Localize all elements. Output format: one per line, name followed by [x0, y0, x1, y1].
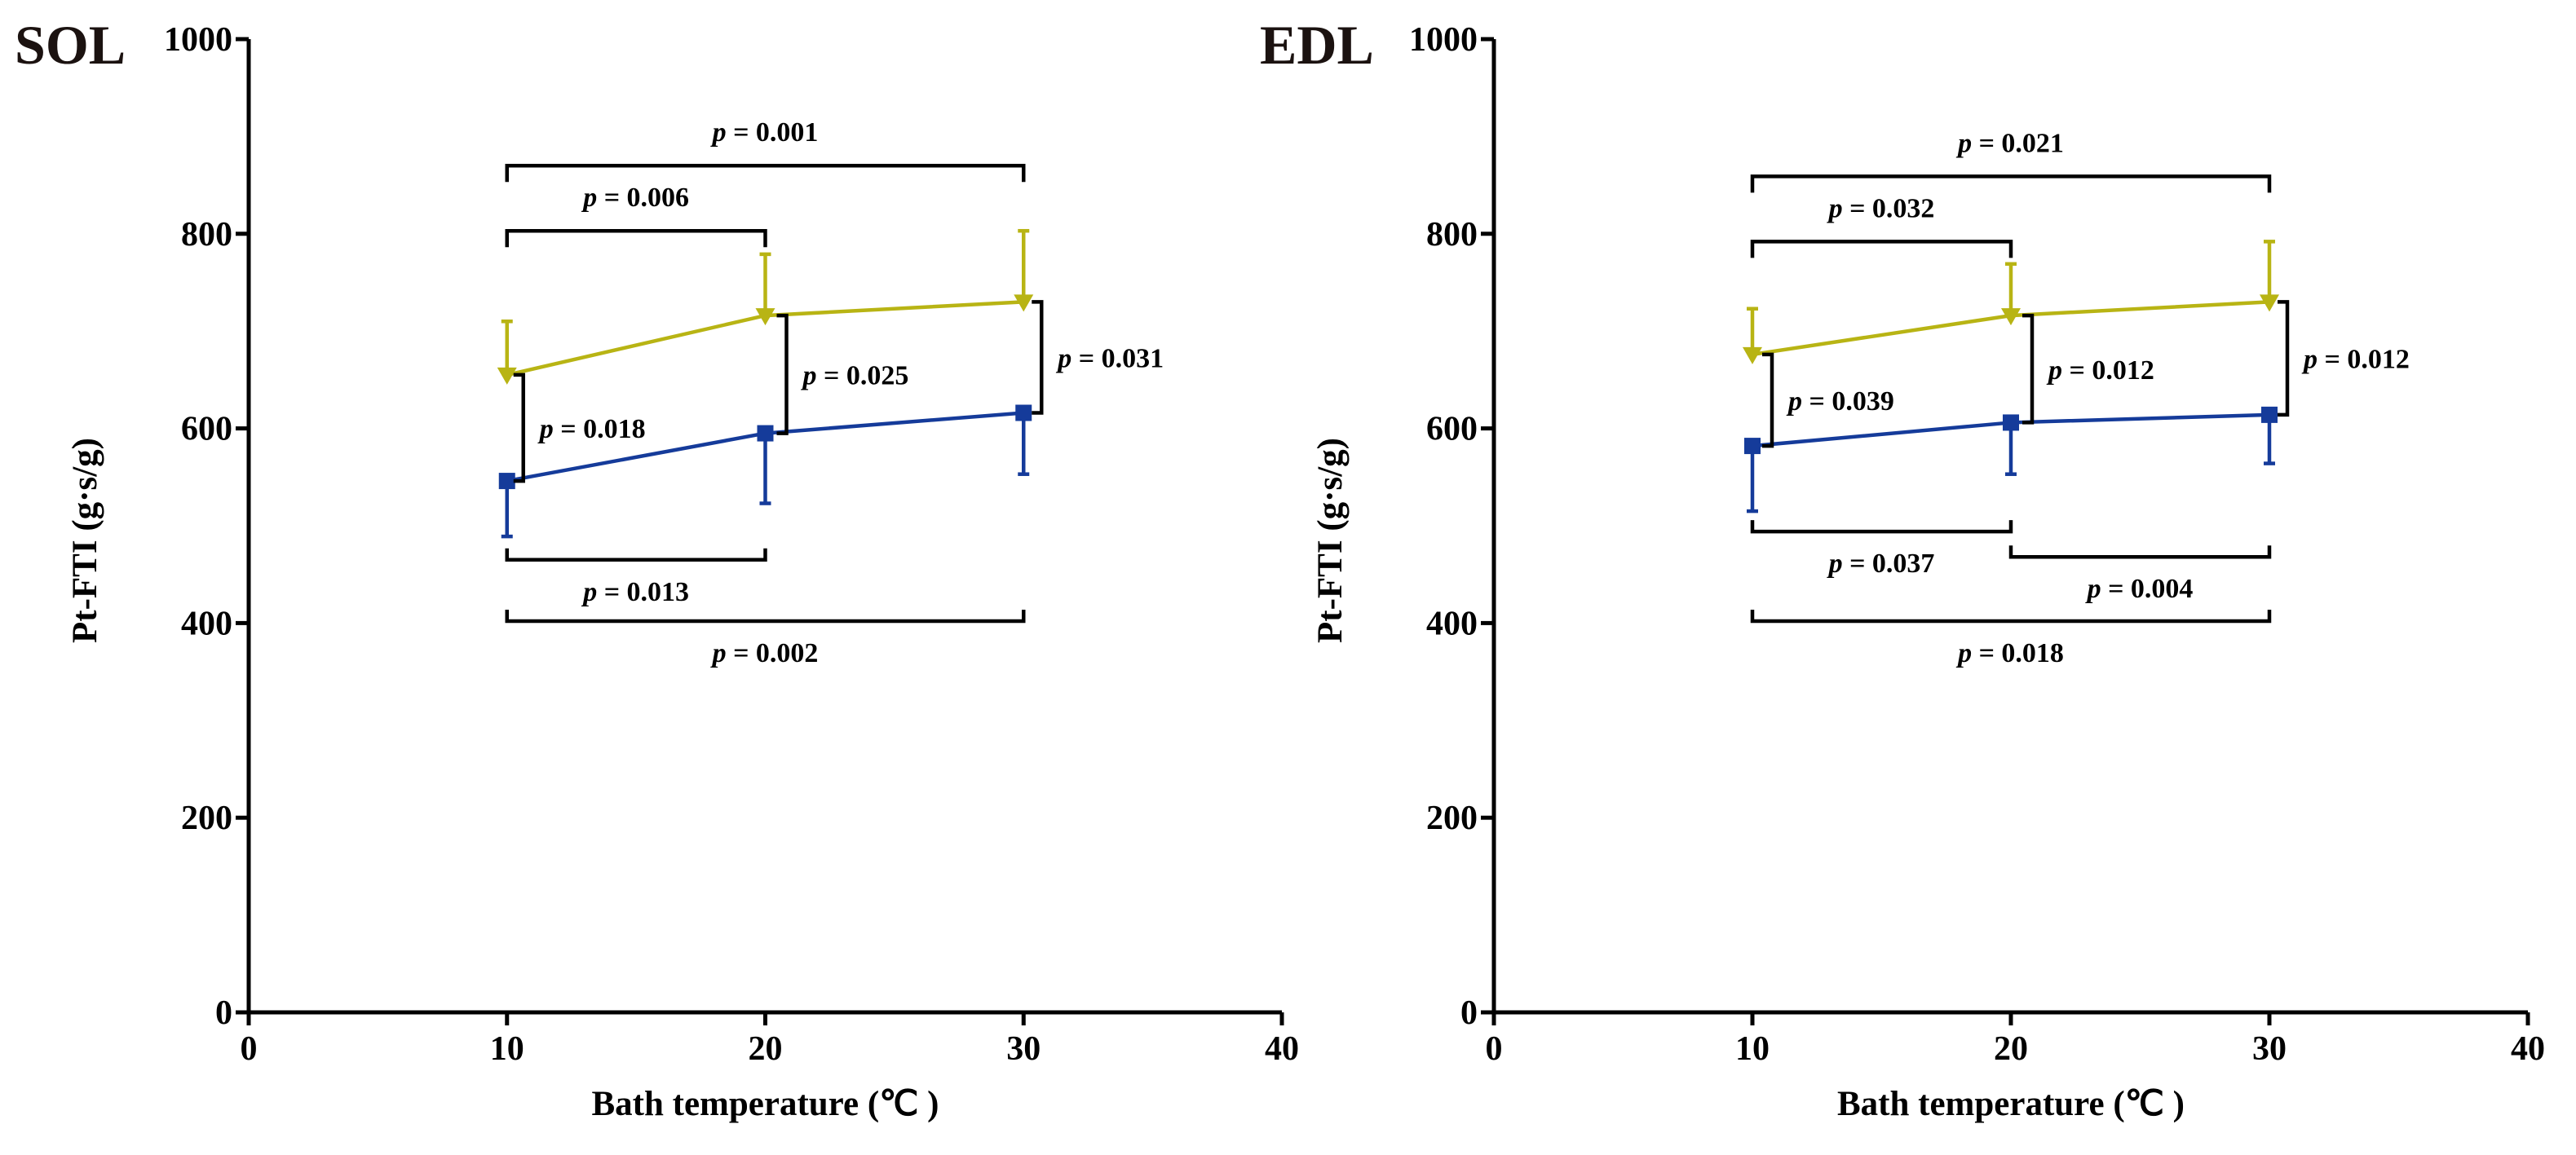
x-tick-label-sol: 20 [749, 1030, 783, 1068]
y-axis-title-sol: Pt-FTI (g·s/g) [66, 438, 104, 643]
p-value-label-edl: p = 0.039 [1786, 386, 1894, 417]
p-value-label-sol: p = 0.013 [581, 577, 689, 607]
y-tick-label-edl: 1000 [1409, 21, 1478, 59]
x-tick-label-edl: 30 [2252, 1030, 2287, 1068]
x-tick-label-edl: 40 [2511, 1030, 2545, 1068]
significance-bracket-edl [1750, 520, 2013, 534]
significance-bracket-edl [1750, 610, 2272, 624]
y-tick-label-sol: 0 [215, 994, 232, 1032]
x-axis-title-sol: Bath temperature (℃ ) [591, 1085, 939, 1123]
significance-bracket-sol [513, 373, 525, 483]
data-point-series-b-sol [1015, 404, 1032, 421]
significance-bracket-edl [1750, 174, 2272, 193]
y-tick-label-edl: 800 [1426, 216, 1478, 253]
significance-bracket-sol [505, 163, 1026, 183]
p-value-label-edl: p = 0.004 [2085, 574, 2194, 604]
significance-bracket-edl [2008, 545, 2272, 559]
y-tick-label-sol: 600 [181, 411, 232, 448]
y-tick-label-edl: 200 [1426, 800, 1478, 837]
significance-bracket-edl [2022, 313, 2035, 425]
p-value-label-edl: p = 0.021 [1955, 128, 2064, 158]
y-tick-label-sol: 400 [181, 605, 232, 642]
y-tick-label-sol: 800 [181, 216, 232, 253]
x-tick-label-sol: 30 [1006, 1030, 1041, 1068]
p-value-label-edl: p = 0.032 [1827, 193, 1935, 223]
data-point-series-a-edl [2260, 294, 2279, 312]
y-tick-label-sol: 200 [181, 800, 232, 837]
significance-bracket-sol [776, 313, 789, 435]
y-tick-label-edl: 600 [1426, 411, 1478, 448]
data-point-series-a-edl [1743, 346, 1762, 364]
panel-label-edl: EDL [1260, 14, 1374, 76]
y-tick-label-edl: 400 [1426, 605, 1478, 642]
p-value-label-sol: p = 0.002 [710, 638, 819, 668]
data-point-series-b-edl [2003, 414, 2019, 431]
data-point-series-a-sol [755, 308, 775, 326]
p-value-label-sol: p = 0.031 [1055, 343, 1164, 373]
data-point-series-b-sol [498, 473, 515, 490]
data-point-series-a-sol [1014, 294, 1034, 312]
p-value-label-edl: p = 0.018 [1955, 638, 2064, 668]
significance-bracket-sol [505, 548, 767, 562]
y-tick-label-sol: 1000 [164, 21, 232, 59]
data-point-series-a-sol [497, 367, 517, 385]
p-value-label-edl: p = 0.037 [1827, 549, 1935, 579]
x-tick-label-edl: 0 [1486, 1030, 1503, 1068]
x-tick-label-edl: 20 [1994, 1030, 2028, 1068]
p-value-label-sol: p = 0.001 [710, 117, 819, 148]
x-tick-label-sol: 0 [241, 1030, 258, 1068]
significance-bracket-sol [505, 610, 1026, 624]
data-point-series-b-edl [2261, 406, 2278, 423]
significance-bracket-sol [1032, 300, 1044, 415]
panel-sol: SOL 0 200 400 600 800 1000 0 10 20 30 40 Bath tempe… [15, 14, 1299, 1123]
p-value-label-sol: p = 0.025 [801, 360, 909, 390]
p-value-label-edl: p = 0.012 [2046, 355, 2154, 386]
p-value-label-sol: p = 0.006 [581, 183, 689, 213]
p-value-label-sol: p = 0.018 [537, 414, 646, 444]
x-axis-title-edl: Bath temperature (℃ ) [1837, 1085, 2185, 1123]
p-value-label-edl: p = 0.012 [2301, 345, 2410, 375]
x-tick-label-edl: 10 [1735, 1030, 1770, 1068]
x-tick-label-sol: 40 [1265, 1030, 1299, 1068]
significance-bracket-edl [2278, 300, 2290, 417]
data-point-series-a-edl [2001, 308, 2021, 326]
significance-bracket-edl [1750, 240, 2013, 258]
significance-bracket-sol [505, 228, 767, 248]
data-point-series-b-edl [1744, 438, 1761, 455]
x-tick-label-sol: 10 [490, 1030, 524, 1068]
panel-edl: EDL 0 200 400 600 800 1000 0 10 20 30 40 Bath tempe… [1260, 14, 2545, 1123]
data-point-series-b-sol [757, 425, 774, 442]
y-tick-label-edl: 0 [1460, 994, 1478, 1032]
significance-bracket-edl [1762, 352, 1774, 448]
panel-label-sol: SOL [15, 14, 126, 76]
y-axis-title-edl: Pt-FTI (g·s/g) [1311, 438, 1350, 643]
